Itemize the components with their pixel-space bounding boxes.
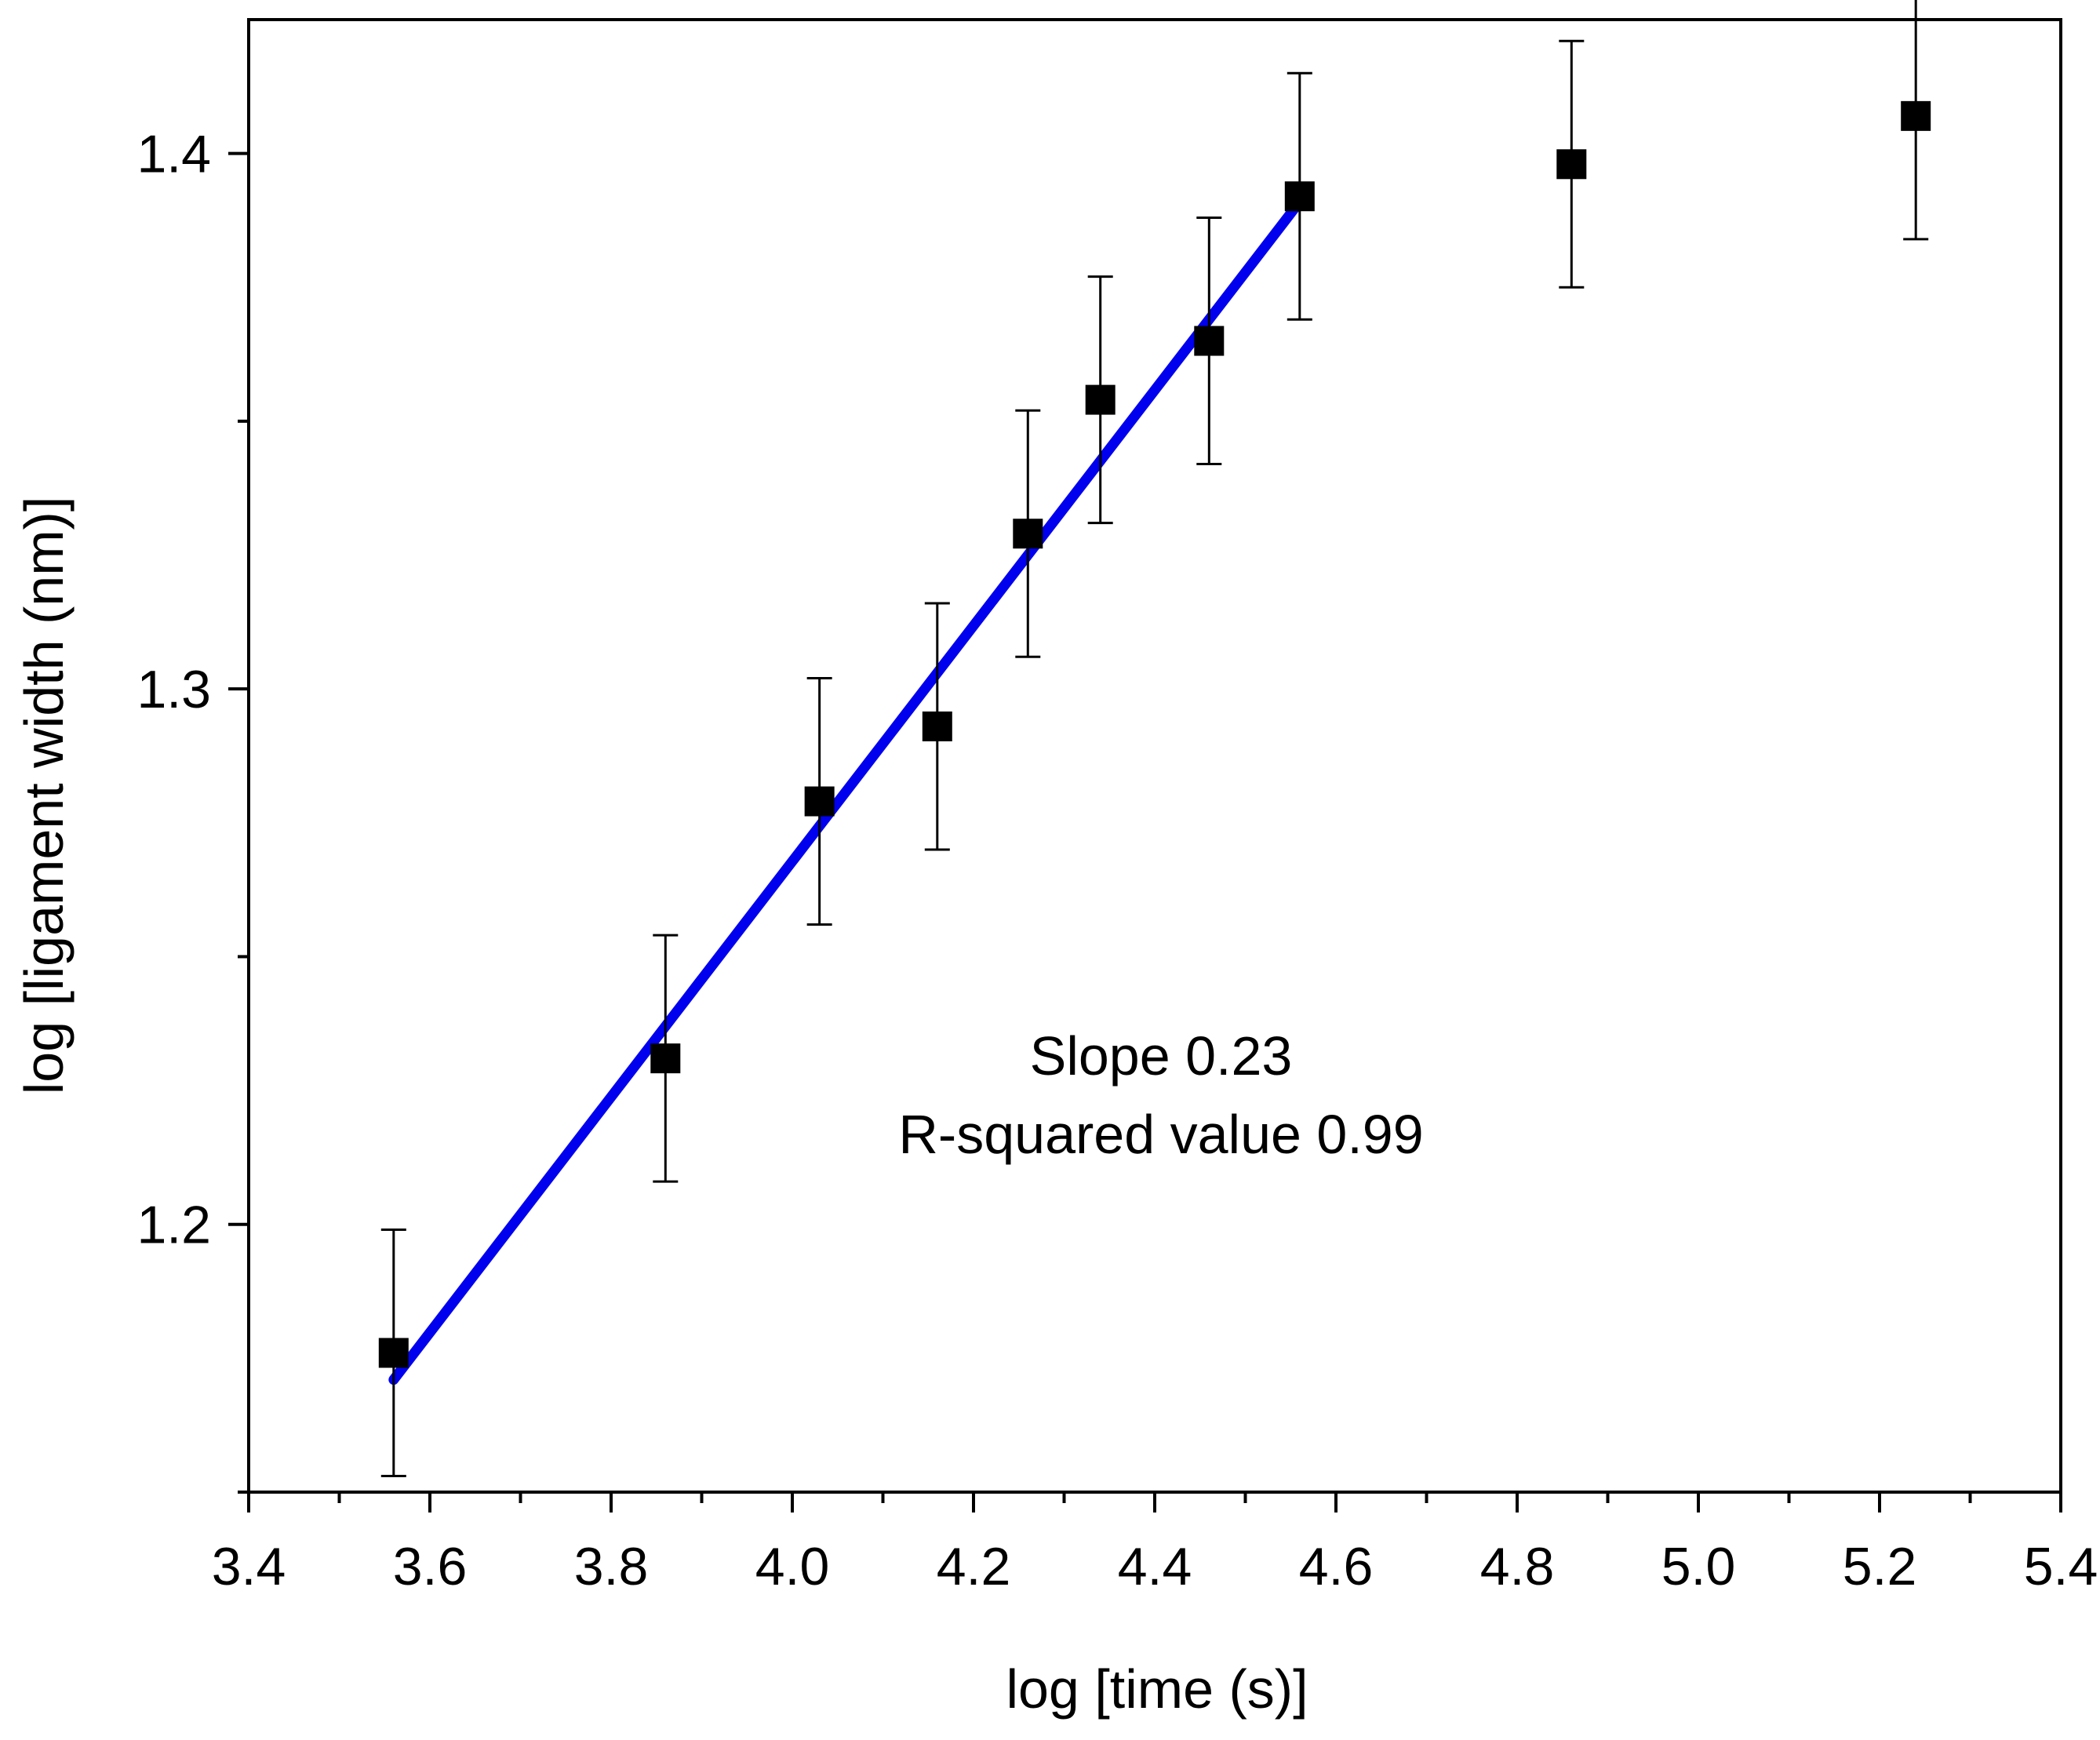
y-tick-label: 1.2	[136, 1196, 211, 1255]
fit-line	[388, 196, 1305, 1385]
y-tick-label: 1.3	[136, 660, 211, 719]
data-point	[378, 1338, 409, 1368]
x-tick-label: 3.8	[574, 1537, 649, 1596]
x-axis-ticks: 3.4 3.6 3.8 4.0 4.2 4.4 4.6 4.8 5.0 5.2 5.4	[212, 1492, 2098, 1596]
x-tick-label: 3.4	[212, 1537, 286, 1596]
data-point	[1901, 100, 1931, 131]
data-points-layer	[378, 100, 1931, 1368]
data-point	[804, 786, 835, 817]
fit-line-layer	[388, 196, 1305, 1385]
data-point	[922, 711, 952, 741]
data-point	[1013, 519, 1043, 549]
x-tick-label: 4.2	[937, 1537, 1011, 1596]
x-tick-label: 4.0	[755, 1537, 830, 1596]
data-point	[1556, 149, 1587, 180]
y-axis-title: log [ligament width (nm)]	[13, 497, 75, 1095]
plot-frame	[247, 18, 2062, 1494]
y-tick-label: 1.4	[136, 125, 211, 184]
x-tick-label: 5.4	[2024, 1537, 2098, 1596]
x-tick-label: 5.2	[1843, 1537, 1917, 1596]
x-tick-label: 4.4	[1118, 1537, 1192, 1596]
x-tick-label: 4.6	[1299, 1537, 1374, 1596]
y-axis-ticks: 1.2 1.3 1.4	[136, 125, 249, 1494]
data-point	[1284, 181, 1315, 212]
data-point	[650, 1043, 681, 1074]
annotation-slope: Slope 0.23	[1030, 1025, 1293, 1087]
x-tick-label: 4.8	[1480, 1537, 1555, 1596]
x-axis-title: log [time (s)]	[1006, 1658, 1308, 1720]
annotation-r-squared: R-squared value 0.99	[898, 1104, 1423, 1165]
x-tick-label: 5.0	[1661, 1537, 1736, 1596]
error-bars-layer	[380, 0, 1929, 1478]
x-tick-label: 3.6	[393, 1537, 468, 1596]
data-point	[1194, 326, 1225, 356]
data-point	[1085, 384, 1116, 415]
plot-border	[247, 18, 2062, 1494]
